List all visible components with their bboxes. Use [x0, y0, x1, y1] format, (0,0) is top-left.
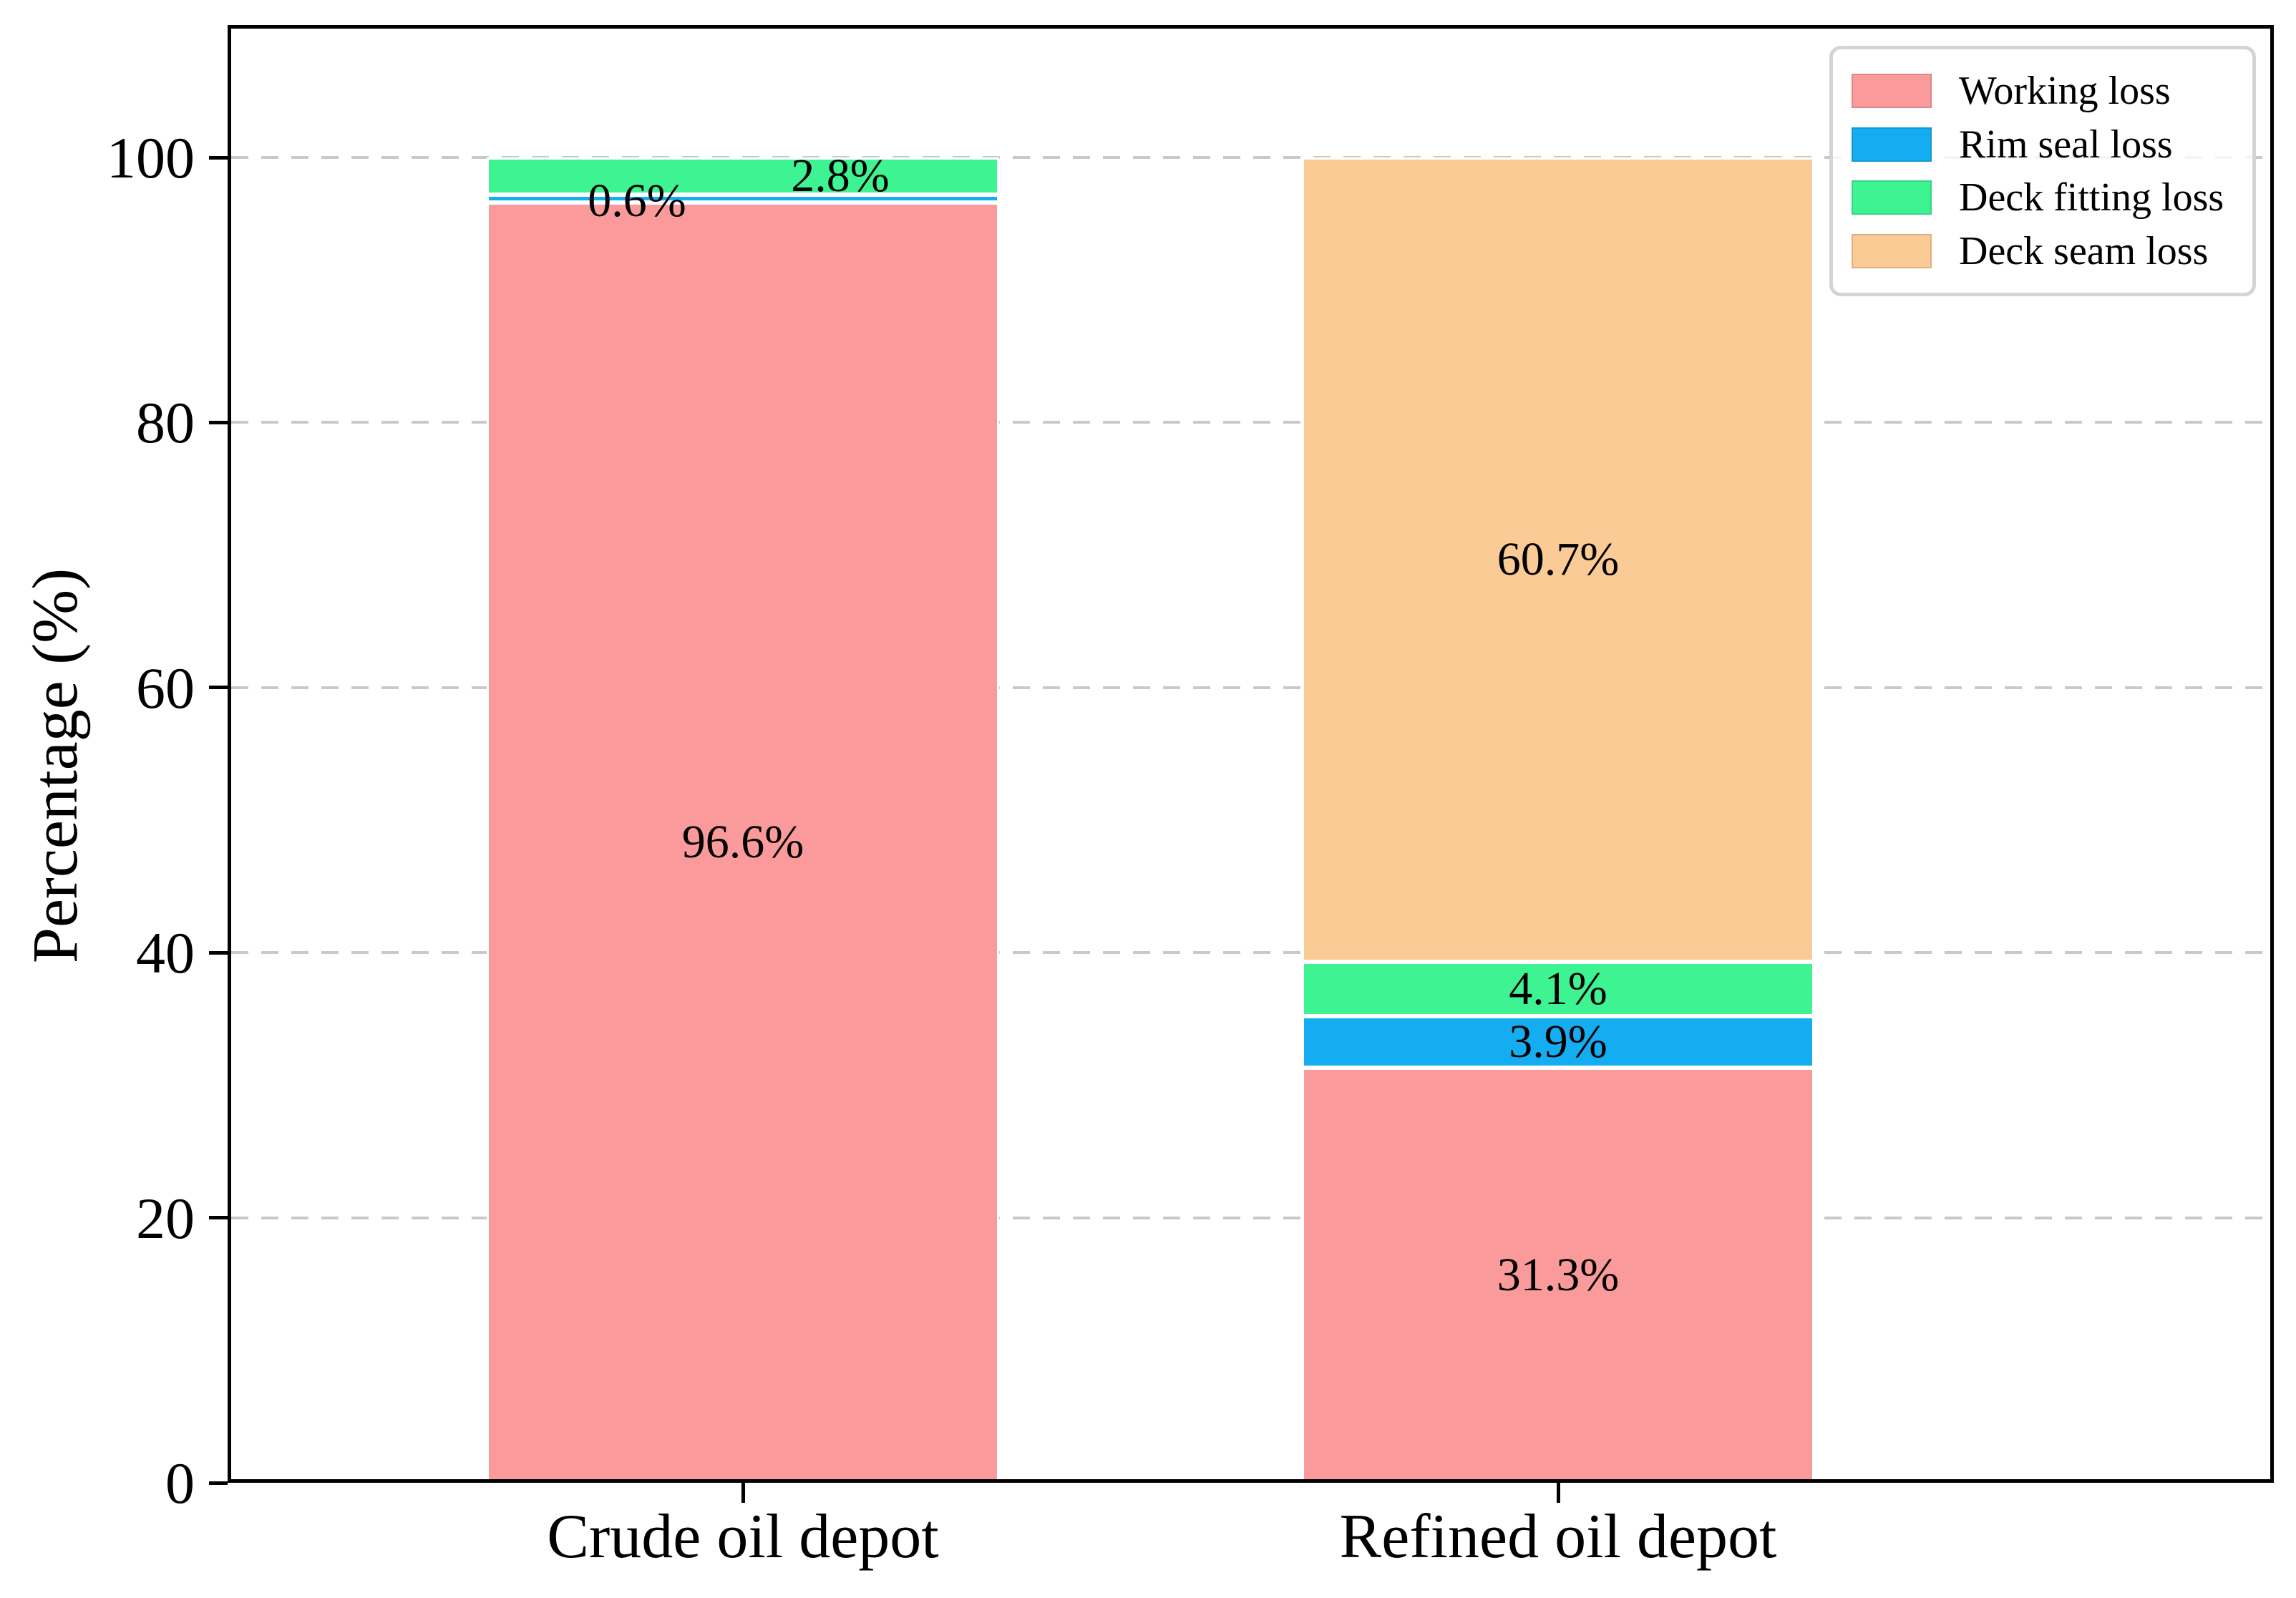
- bar-segment-rim-seal-loss-refined-oil-depot: [1302, 1016, 1814, 1068]
- gridline-y-100: [231, 156, 2270, 159]
- legend-item-working-loss: Working loss: [1852, 71, 2234, 111]
- x-axis-tick-refined-oil-depot: [1556, 1483, 1560, 1503]
- legend-swatch-working-loss: [1852, 74, 1932, 109]
- bar-segment-deck-seam-loss-refined-oil-depot: [1302, 157, 1814, 963]
- legend-label-deck-seam-loss: Deck seam loss: [1959, 228, 2209, 273]
- legend-label-working-loss: Working loss: [1959, 69, 2171, 114]
- bar-value-label-rim-seal-loss-refined-oil-depot: 3.9%: [1509, 1015, 1607, 1068]
- legend-item-rim-seal-loss: Rim seal loss: [1852, 125, 2234, 165]
- bar-value-label-deck-fitting-loss-refined-oil-depot: 4.1%: [1509, 963, 1607, 1015]
- legend-swatch-rim-seal-loss: [1852, 127, 1932, 162]
- y-axis-tick-40: [209, 950, 228, 955]
- y-tick-label-40: 40: [136, 920, 195, 986]
- bar-segment-working-loss-crude-oil-depot: [487, 202, 999, 1483]
- bar-value-label-working-loss-crude-oil-depot: 96.6%: [681, 816, 804, 869]
- bar-value-label-deck-seam-loss-refined-oil-depot: 60.7%: [1497, 533, 1620, 586]
- legend-swatch-deck-fitting-loss: [1852, 180, 1932, 215]
- gridline-y-20: [231, 1216, 2270, 1219]
- y-axis-tick-60: [209, 686, 228, 690]
- gridline-y-60: [231, 686, 2270, 689]
- legend-item-deck-seam-loss: Deck seam loss: [1852, 231, 2234, 271]
- legend-item-deck-fitting-loss: Deck fitting loss: [1852, 177, 2234, 218]
- bar-value-label-deck-fitting-loss-crude-oil-depot: 2.8%: [791, 149, 890, 202]
- y-axis-tick-20: [209, 1216, 228, 1220]
- bar-value-label-working-loss-refined-oil-depot: 31.3%: [1497, 1249, 1620, 1302]
- legend-label-deck-fitting-loss: Deck fitting loss: [1959, 175, 2224, 220]
- y-axis-tick-100: [209, 155, 228, 160]
- x-axis-tick-crude-oil-depot: [741, 1483, 745, 1503]
- legend-swatch-deck-seam-loss: [1852, 233, 1932, 268]
- y-tick-label-100: 100: [107, 125, 195, 190]
- y-tick-label-0: 0: [165, 1451, 195, 1516]
- y-axis-tick-80: [209, 420, 228, 424]
- x-tick-label-refined-oil-depot: Refined oil depot: [1339, 1502, 1777, 1572]
- y-tick-label-60: 60: [136, 655, 195, 721]
- y-tick-label-80: 80: [136, 390, 195, 456]
- bar-segment-deck-fitting-loss-refined-oil-depot: [1302, 962, 1814, 1017]
- gridline-y-40: [231, 951, 2270, 955]
- legend: Working loss Rim seal loss Deck fitting lo…: [1829, 46, 2256, 296]
- bar-segment-rim-seal-loss-crude-oil-depot: [487, 194, 999, 203]
- bar-segment-deck-fitting-loss-crude-oil-depot: [487, 157, 999, 195]
- legend-label-rim-seal-loss: Rim seal loss: [1959, 122, 2173, 167]
- bar-value-label-rim-seal-loss-crude-oil-depot: 0.6%: [588, 175, 686, 228]
- x-tick-label-crude-oil-depot: Crude oil depot: [547, 1502, 939, 1572]
- gridline-y-80: [231, 421, 2270, 424]
- y-axis-label: Percentage (%): [20, 567, 91, 964]
- y-tick-label-20: 20: [136, 1185, 195, 1251]
- y-axis-tick-0: [209, 1481, 228, 1485]
